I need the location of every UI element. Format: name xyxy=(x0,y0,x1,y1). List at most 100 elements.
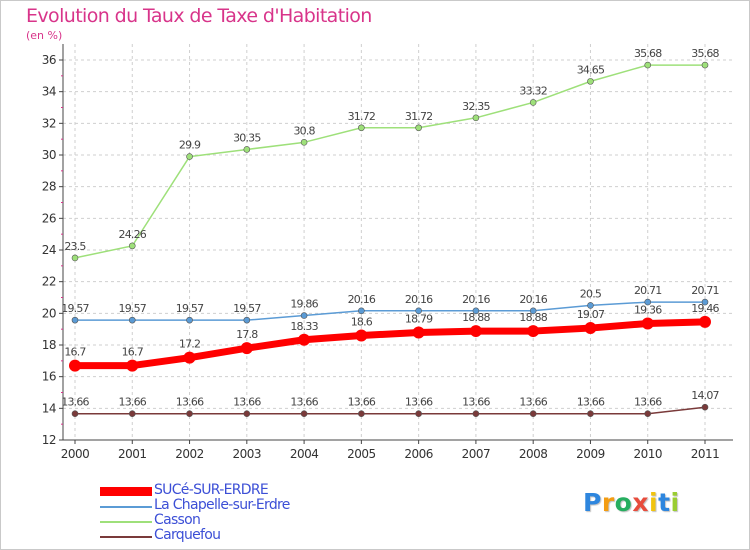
y-tick-label: 30 xyxy=(42,148,56,162)
data-label-la-chapelle: 19.57 xyxy=(119,302,147,315)
data-point-casson xyxy=(243,146,251,153)
data-point-casson xyxy=(587,78,594,85)
data-point-carquefou xyxy=(243,410,251,418)
data-point-carquefou xyxy=(128,410,136,418)
data-label-la-chapelle: 20.16 xyxy=(405,293,433,306)
legend-label-la-chapelle: La Chapelle-sur-Erdre xyxy=(154,497,290,513)
data-label-casson: 31.72 xyxy=(348,110,376,123)
data-point-suce xyxy=(412,326,425,339)
legend-swatch-la-chapelle xyxy=(100,506,152,508)
x-tick-label: 2011 xyxy=(691,447,720,461)
chart-subtitle: (en %) xyxy=(26,29,63,42)
x-tick-label: 2002 xyxy=(175,447,204,461)
data-label-casson: 33.32 xyxy=(519,84,547,97)
data-label-suce: 17.2 xyxy=(179,338,200,351)
data-label-la-chapelle: 20.16 xyxy=(519,293,547,306)
data-point-suce xyxy=(355,329,368,342)
data-label-la-chapelle: 19.86 xyxy=(290,298,318,311)
x-tick-label: 2005 xyxy=(347,447,376,461)
y-tick-label: 24 xyxy=(42,243,56,257)
data-label-carquefou: 13.66 xyxy=(348,396,376,409)
data-label-carquefou: 13.66 xyxy=(61,396,89,409)
data-label-casson: 34.65 xyxy=(577,63,605,76)
data-label-carquefou: 13.66 xyxy=(634,396,662,409)
data-label-la-chapelle: 20.71 xyxy=(634,284,662,297)
data-label-carquefou: 13.66 xyxy=(405,396,433,409)
y-tick-label: 18 xyxy=(42,338,56,352)
data-point-casson xyxy=(415,124,422,132)
data-label-la-chapelle: 20.16 xyxy=(462,293,490,306)
data-point-carquefou xyxy=(644,410,652,418)
data-label-suce: 19.36 xyxy=(634,303,662,316)
y-tick-label: 34 xyxy=(42,85,56,99)
logo-letter: x xyxy=(632,488,649,517)
y-tick-label: 32 xyxy=(42,116,56,130)
data-point-carquefou xyxy=(472,410,480,418)
data-point-suce xyxy=(699,315,711,328)
data-label-suce: 18.33 xyxy=(290,320,318,333)
x-tick-label: 2009 xyxy=(576,447,605,461)
legend-label-carquefou: Carquefou xyxy=(154,527,221,543)
chart-title: Evolution du Taux de Taxe d'Habitation xyxy=(26,5,372,27)
data-point-carquefou xyxy=(529,410,537,418)
data-point-casson xyxy=(358,124,365,132)
y-tick-label: 26 xyxy=(42,211,56,225)
data-point-casson xyxy=(71,254,79,262)
data-point-la-chapelle xyxy=(71,316,79,324)
legend-label-suce: SUCé-SUR-ERDRE xyxy=(154,482,269,498)
data-point-casson xyxy=(644,61,652,69)
y-tick-label: 22 xyxy=(42,275,56,289)
data-point-casson xyxy=(300,139,308,146)
x-tick-label: 2007 xyxy=(462,447,491,461)
data-label-casson: 24.26 xyxy=(119,228,147,241)
x-tick-label: 2010 xyxy=(633,447,662,461)
logo-letter: P xyxy=(583,488,602,517)
data-point-suce xyxy=(69,359,81,372)
data-label-la-chapelle: 19.57 xyxy=(61,302,89,315)
series-line-suce xyxy=(75,318,706,370)
y-tick-label: 16 xyxy=(42,370,56,384)
data-label-suce: 18.79 xyxy=(405,312,433,325)
data-point-suce xyxy=(584,322,597,335)
data-point-carquefou xyxy=(415,410,422,418)
series-line-carquefou xyxy=(75,406,706,415)
data-point-carquefou xyxy=(300,410,308,418)
proxiti-logo: Proxiti xyxy=(583,488,680,517)
data-label-casson: 32.35 xyxy=(462,100,490,113)
data-label-carquefou: 13.66 xyxy=(233,396,261,409)
logo-letter: o xyxy=(614,488,633,517)
data-label-carquefou: 13.66 xyxy=(119,396,147,409)
data-label-carquefou: 14.07 xyxy=(691,389,719,402)
data-point-suce xyxy=(240,342,253,355)
data-label-suce: 18.6 xyxy=(351,316,373,329)
data-label-carquefou: 13.66 xyxy=(290,396,318,409)
data-point-la-chapelle xyxy=(358,307,365,315)
y-tick-label: 20 xyxy=(42,306,56,320)
data-label-la-chapelle: 20.71 xyxy=(691,284,719,297)
data-point-la-chapelle xyxy=(415,307,422,315)
data-point-la-chapelle xyxy=(587,302,594,309)
y-tick-label: 14 xyxy=(42,401,56,415)
data-label-casson: 29.9 xyxy=(179,139,201,152)
x-tick-label: 2003 xyxy=(233,447,262,461)
data-point-carquefou xyxy=(358,410,365,418)
logo-letter: t xyxy=(658,488,671,517)
x-tick-label: 2001 xyxy=(118,447,147,461)
data-point-la-chapelle xyxy=(300,312,308,319)
data-point-suce xyxy=(183,351,196,364)
x-tick-label: 2008 xyxy=(519,447,548,461)
data-point-la-chapelle xyxy=(472,307,480,315)
data-point-suce xyxy=(126,359,139,372)
x-tick-label: 2006 xyxy=(404,447,433,461)
legend-swatch-carquefou xyxy=(100,536,152,538)
data-label-la-chapelle: 19.57 xyxy=(176,302,204,315)
legend-label-casson: Casson xyxy=(154,512,201,528)
data-label-la-chapelle: 20.5 xyxy=(580,287,602,300)
series-line-casson xyxy=(74,64,705,259)
y-tick-label: 36 xyxy=(42,53,56,67)
data-label-casson: 30.35 xyxy=(233,131,261,144)
x-tick-label: 2000 xyxy=(61,447,90,461)
y-tick-label: 28 xyxy=(42,180,56,194)
logo-letter: i xyxy=(649,488,659,517)
data-point-suce xyxy=(641,317,654,330)
